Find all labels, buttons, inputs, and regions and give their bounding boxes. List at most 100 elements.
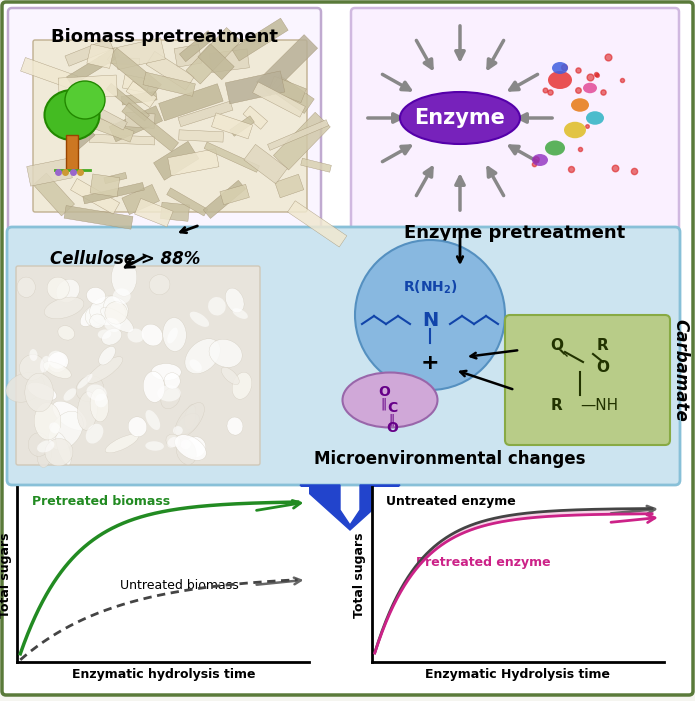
Bar bbox=[270, 75, 314, 114]
Bar bbox=[204, 142, 259, 172]
Bar bbox=[122, 103, 179, 151]
Text: N: N bbox=[422, 311, 438, 329]
Text: O: O bbox=[550, 337, 564, 353]
Ellipse shape bbox=[48, 350, 66, 369]
Text: Microenvironmental changes: Microenvironmental changes bbox=[314, 450, 586, 468]
Ellipse shape bbox=[19, 355, 45, 380]
X-axis label: Enzymatic hydrolysis time: Enzymatic hydrolysis time bbox=[72, 668, 255, 681]
Ellipse shape bbox=[95, 394, 108, 407]
Ellipse shape bbox=[104, 296, 126, 327]
Ellipse shape bbox=[6, 372, 44, 402]
Ellipse shape bbox=[63, 388, 76, 401]
Ellipse shape bbox=[56, 279, 80, 303]
Text: Pretreated enzyme: Pretreated enzyme bbox=[416, 556, 550, 569]
Ellipse shape bbox=[175, 402, 204, 437]
Text: Untreated enzyme: Untreated enzyme bbox=[386, 495, 516, 508]
Bar bbox=[26, 158, 72, 186]
Ellipse shape bbox=[45, 439, 73, 466]
Text: Pretreated biomass: Pretreated biomass bbox=[32, 495, 170, 508]
Ellipse shape bbox=[145, 441, 164, 451]
Ellipse shape bbox=[58, 326, 74, 340]
Polygon shape bbox=[300, 485, 400, 530]
Ellipse shape bbox=[99, 346, 115, 365]
Ellipse shape bbox=[87, 357, 123, 383]
Bar bbox=[135, 198, 173, 227]
Ellipse shape bbox=[77, 374, 92, 389]
Ellipse shape bbox=[166, 434, 181, 448]
Bar bbox=[209, 49, 250, 72]
Ellipse shape bbox=[76, 376, 104, 402]
Ellipse shape bbox=[90, 314, 105, 328]
Ellipse shape bbox=[28, 383, 56, 400]
Text: Carbamate: Carbamate bbox=[671, 319, 689, 421]
Ellipse shape bbox=[28, 433, 49, 456]
Ellipse shape bbox=[545, 140, 565, 156]
Bar bbox=[243, 106, 268, 129]
Ellipse shape bbox=[105, 434, 138, 453]
Ellipse shape bbox=[127, 329, 144, 343]
FancyBboxPatch shape bbox=[16, 266, 260, 465]
Bar bbox=[109, 106, 163, 142]
Bar bbox=[126, 81, 157, 107]
Ellipse shape bbox=[29, 349, 38, 361]
Ellipse shape bbox=[532, 154, 548, 166]
Ellipse shape bbox=[56, 433, 71, 465]
Bar bbox=[244, 144, 288, 184]
Bar bbox=[256, 34, 318, 95]
Ellipse shape bbox=[49, 423, 60, 433]
Ellipse shape bbox=[47, 352, 68, 372]
Text: R: R bbox=[551, 397, 563, 412]
Bar bbox=[99, 57, 140, 64]
Bar bbox=[203, 180, 245, 219]
Bar bbox=[225, 71, 285, 104]
Ellipse shape bbox=[571, 98, 589, 111]
Ellipse shape bbox=[583, 83, 597, 93]
Ellipse shape bbox=[65, 81, 105, 119]
Ellipse shape bbox=[157, 385, 181, 402]
Ellipse shape bbox=[177, 438, 196, 465]
Bar bbox=[143, 72, 195, 96]
Ellipse shape bbox=[98, 329, 111, 339]
Ellipse shape bbox=[85, 423, 104, 444]
Ellipse shape bbox=[44, 297, 84, 319]
FancyBboxPatch shape bbox=[505, 315, 670, 445]
Bar bbox=[106, 83, 149, 121]
Ellipse shape bbox=[225, 288, 244, 313]
Bar bbox=[146, 51, 194, 90]
Ellipse shape bbox=[37, 438, 52, 468]
Ellipse shape bbox=[355, 240, 505, 390]
Ellipse shape bbox=[232, 308, 248, 319]
Ellipse shape bbox=[209, 339, 242, 367]
Ellipse shape bbox=[161, 388, 180, 409]
Ellipse shape bbox=[86, 384, 107, 401]
Ellipse shape bbox=[80, 300, 109, 327]
Ellipse shape bbox=[167, 437, 179, 448]
Bar bbox=[179, 130, 224, 142]
Bar bbox=[288, 200, 347, 247]
Bar bbox=[21, 57, 78, 90]
Bar bbox=[122, 74, 149, 93]
FancyBboxPatch shape bbox=[7, 227, 680, 485]
Text: O: O bbox=[596, 360, 610, 376]
Ellipse shape bbox=[552, 62, 568, 74]
Text: Cellulose > 88%: Cellulose > 88% bbox=[50, 250, 200, 268]
FancyBboxPatch shape bbox=[33, 40, 307, 212]
X-axis label: Enzymatic Hydrolysis time: Enzymatic Hydrolysis time bbox=[425, 668, 610, 681]
Ellipse shape bbox=[221, 367, 239, 385]
Bar bbox=[125, 112, 155, 128]
Ellipse shape bbox=[113, 288, 131, 304]
Bar bbox=[33, 173, 74, 216]
Bar bbox=[211, 113, 253, 139]
Ellipse shape bbox=[104, 318, 121, 332]
Ellipse shape bbox=[149, 275, 170, 294]
Bar bbox=[90, 174, 120, 197]
Text: $\bf{R(NH_2)}$: $\bf{R(NH_2)}$ bbox=[402, 278, 457, 296]
Bar bbox=[220, 184, 250, 205]
Ellipse shape bbox=[90, 388, 108, 422]
Bar bbox=[122, 184, 159, 215]
Ellipse shape bbox=[145, 410, 160, 430]
Text: O: O bbox=[378, 385, 390, 399]
Bar bbox=[65, 39, 113, 66]
Bar bbox=[64, 205, 133, 229]
Text: R: R bbox=[597, 337, 609, 353]
